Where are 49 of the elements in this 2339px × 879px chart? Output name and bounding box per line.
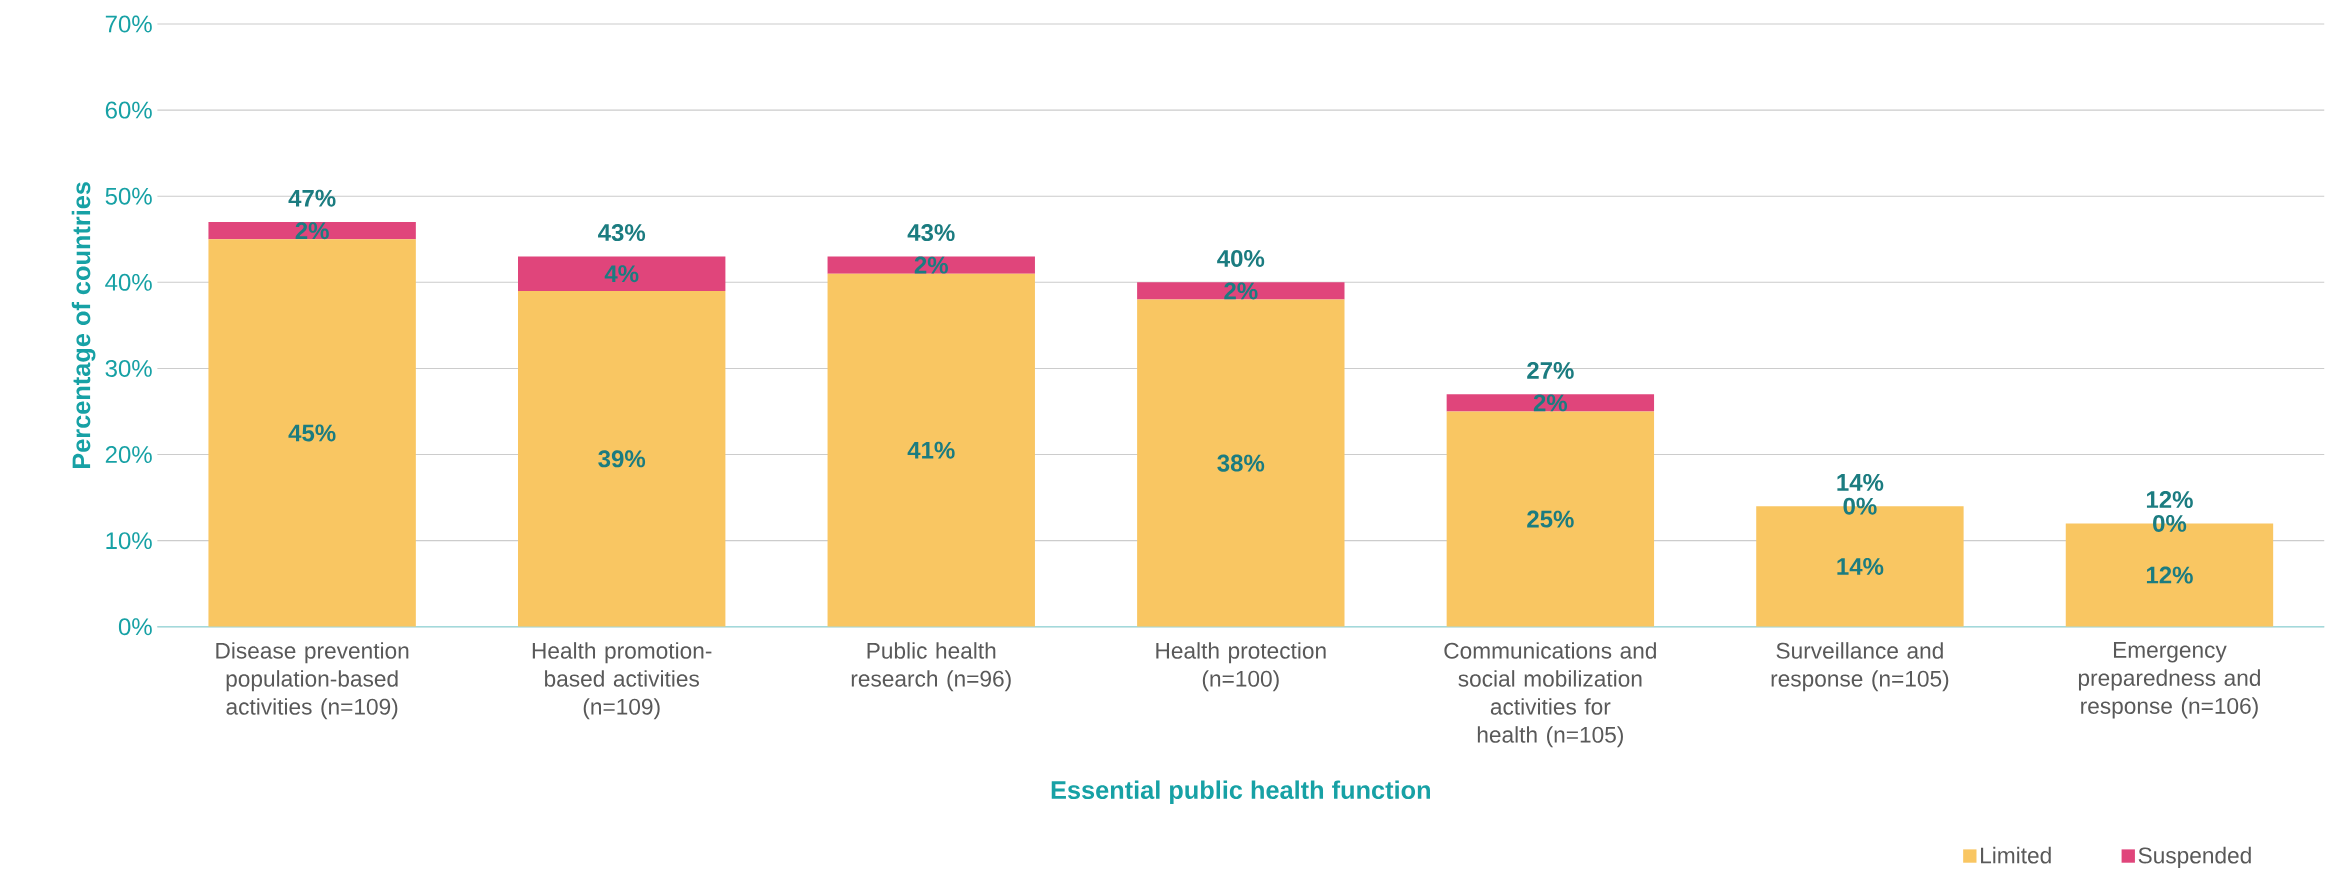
data-label: 25% bbox=[1527, 510, 1574, 528]
x-tick-label: Health promotion-based activities (n=109) bbox=[532, 642, 712, 720]
data-label: 2% bbox=[914, 256, 948, 274]
total-label: 27% bbox=[1527, 362, 1574, 379]
bar bbox=[1446, 411, 1655, 627]
total-label: 12% bbox=[2146, 491, 2193, 509]
x-tick-label: Public health research (n=96) bbox=[851, 642, 1011, 692]
bar bbox=[1446, 394, 1655, 412]
data-label: 38% bbox=[1217, 454, 1265, 472]
x-tick-label: Disease prevention population-based activities (n=109) bbox=[216, 642, 409, 720]
y-tick-label: 20% bbox=[105, 446, 152, 464]
x-tick-label: Emergency preparedness and response (n=106) bbox=[2078, 642, 2260, 719]
bar bbox=[518, 291, 726, 627]
y-axis-title: Percentage of countries bbox=[71, 182, 96, 469]
y-tick-label: 50% bbox=[105, 187, 152, 205]
total-label: 47% bbox=[288, 189, 336, 207]
bar bbox=[827, 273, 1035, 627]
x-axis-title: Essential public health function bbox=[1051, 780, 1430, 805]
data-label: 2% bbox=[1533, 394, 1568, 412]
data-label: 2% bbox=[1224, 282, 1258, 300]
total-label: 43% bbox=[907, 224, 955, 242]
y-tick-label: 0% bbox=[118, 618, 152, 636]
data-label: 4% bbox=[604, 265, 639, 283]
data-label: 45% bbox=[288, 424, 336, 442]
y-tick-label: 40% bbox=[105, 273, 152, 291]
data-label: 0% bbox=[1843, 497, 1877, 515]
bar bbox=[1137, 282, 1345, 300]
total-label: 40% bbox=[1217, 250, 1265, 268]
data-label: 12% bbox=[2146, 566, 2193, 584]
x-tick-label: Health protection (n=100) bbox=[1156, 642, 1326, 692]
data-label: 2% bbox=[295, 222, 329, 240]
bar bbox=[827, 256, 1035, 274]
y-tick-label: 10% bbox=[106, 532, 152, 550]
data-label: 14% bbox=[1837, 558, 1884, 576]
y-tick-label: 70% bbox=[105, 15, 152, 33]
bar bbox=[1137, 299, 1345, 627]
x-tick-label: Surveillance and response (n=105) bbox=[1771, 642, 1949, 692]
total-label: 43% bbox=[598, 224, 646, 242]
legend-label: Suspended bbox=[2138, 846, 2251, 869]
data-label: 41% bbox=[907, 441, 955, 459]
bar bbox=[208, 239, 416, 627]
bar bbox=[518, 256, 726, 292]
y-tick-label: 60% bbox=[105, 101, 152, 119]
total-label: 14% bbox=[1837, 474, 1884, 491]
data-label: 39% bbox=[598, 450, 646, 468]
bar bbox=[208, 222, 416, 240]
y-tick-label: 30% bbox=[105, 360, 152, 378]
x-tick-label: Communications and social mobilization activities for health (n=105) bbox=[1444, 642, 1656, 748]
legend-label: Limited bbox=[1981, 846, 2051, 864]
